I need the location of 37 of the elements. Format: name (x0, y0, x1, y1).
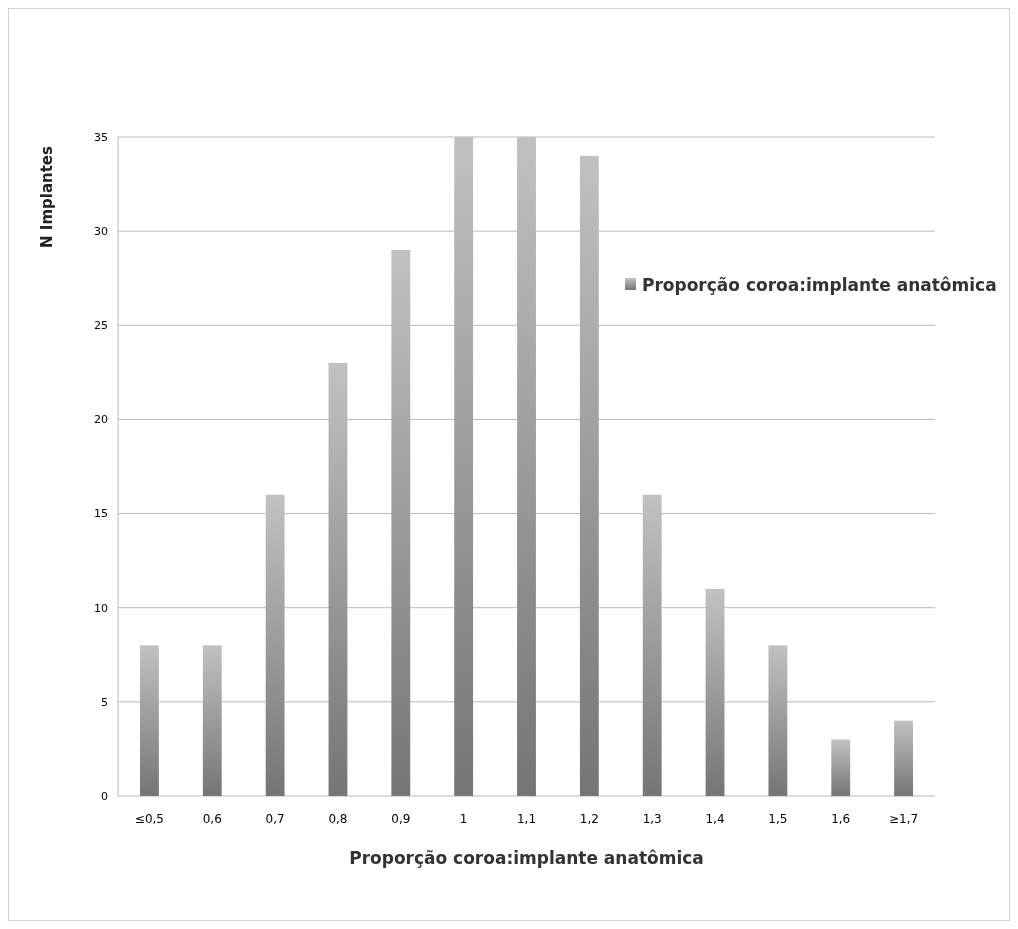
bar (265, 494, 285, 796)
bar (768, 645, 788, 796)
x-tick-label: 1,1 (516, 812, 537, 826)
x-tick-label: 0,7 (265, 812, 285, 826)
x-tick-label: 1,4 (705, 812, 725, 826)
bar (140, 645, 159, 796)
x-tick-label: 0,9 (391, 812, 411, 826)
bar (454, 137, 474, 796)
y-axis-title: N Implantes (38, 145, 56, 248)
y-tick-label: 25 (94, 319, 108, 333)
y-tick-label: 35 (94, 130, 108, 144)
bar (831, 739, 851, 796)
x-tick-label: 0,8 (328, 812, 348, 826)
bar (202, 645, 222, 796)
y-tick-label: 30 (94, 224, 108, 238)
x-tick-label: 1,6 (831, 812, 851, 826)
y-tick-label: 0 (101, 789, 108, 803)
x-tick-label: 0,6 (202, 812, 222, 826)
x-axis-title: Proporção coroa:implante anatômica (349, 848, 704, 868)
x-tick-label: ≥1,7 (889, 812, 919, 826)
bar (894, 720, 913, 796)
bar (705, 588, 725, 796)
x-tick-label: ≤0,5 (134, 812, 164, 826)
bar (642, 494, 662, 796)
y-tick-label: 10 (94, 601, 108, 615)
x-tick-label: 1,2 (579, 812, 599, 826)
bar (391, 249, 411, 796)
legend-label: Proporção coroa:implante anatômica (642, 274, 997, 295)
bar (328, 362, 348, 796)
y-tick-label: 5 (101, 695, 108, 709)
bar (579, 155, 599, 796)
x-tick-label: 1,5 (768, 812, 788, 826)
x-tick-label: 1,3 (642, 812, 662, 826)
bar (517, 137, 536, 796)
y-tick-label: 20 (94, 413, 108, 427)
x-tick-label: 1 (459, 812, 468, 826)
y-tick-label: 15 (94, 507, 108, 521)
